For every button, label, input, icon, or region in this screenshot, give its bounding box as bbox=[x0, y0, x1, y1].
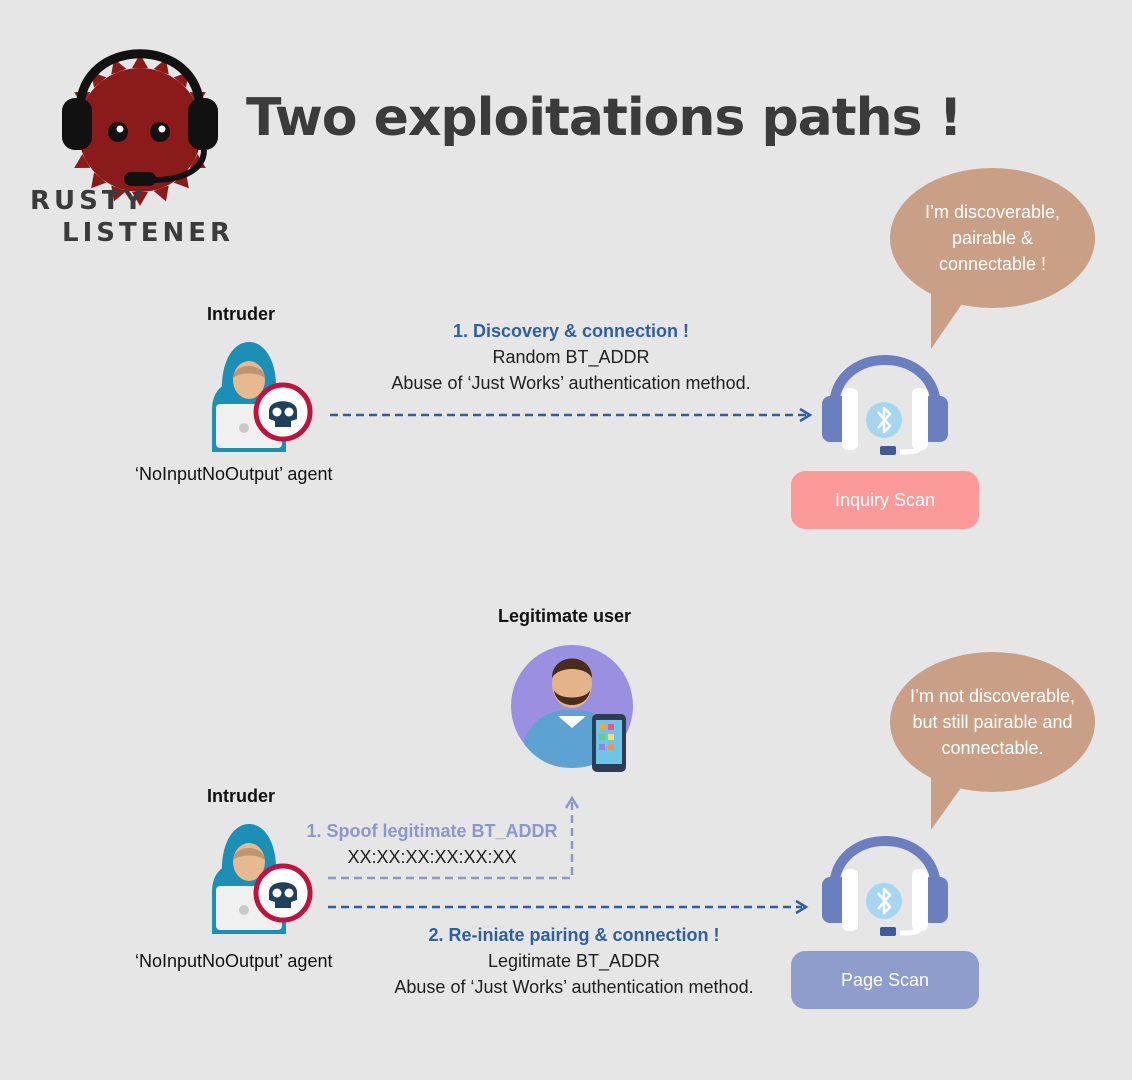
bubble-line: pairable & bbox=[951, 228, 1034, 248]
logo-text-line2: LISTENER bbox=[62, 218, 235, 248]
smartphone-icon bbox=[592, 714, 626, 772]
bubble-line: connectable ! bbox=[938, 254, 1047, 274]
skull-icon bbox=[253, 382, 313, 442]
page-title: Two exploitations paths ! bbox=[246, 88, 962, 148]
page-scan-badge: Page Scan bbox=[791, 951, 979, 1009]
logo-text-line1: RUSTY bbox=[30, 186, 147, 216]
arrow-discovery bbox=[330, 407, 813, 423]
speech-bubble-discoverable: I’m discoverable, pairable & connectable… bbox=[890, 168, 1095, 308]
arrow-spoof bbox=[328, 795, 580, 880]
user-avatar-icon bbox=[511, 645, 633, 772]
intruder-label: Intruder bbox=[207, 304, 276, 324]
arrow-repair bbox=[328, 899, 809, 915]
spoof-address: XX:XX:XX:XX:XX:XX bbox=[347, 847, 517, 867]
headset-icon bbox=[822, 355, 948, 455]
step2-title: 2. Re-iniate pairing & connection ! bbox=[428, 925, 720, 945]
step2-line1: Legitimate BT_ADDR bbox=[487, 951, 661, 971]
skull-icon bbox=[253, 863, 313, 923]
headset-icon bbox=[822, 836, 948, 936]
step2-line2: Abuse of ‘Just Works’ authentication met… bbox=[394, 977, 754, 997]
legitimate-user-label: Legitimate user bbox=[498, 606, 632, 626]
spoof-title: 1. Spoof legitimate BT_ADDR bbox=[306, 821, 558, 841]
speech-bubble-not-discoverable: I’m not discoverable, but still pairable… bbox=[890, 652, 1095, 792]
intruder-label: Intruder bbox=[207, 786, 276, 806]
bubble-line: I’m not discoverable, bbox=[909, 686, 1076, 706]
inquiry-scan-badge: Inquiry Scan bbox=[791, 471, 979, 529]
step1-title: 1. Discovery & connection ! bbox=[452, 321, 690, 341]
agent-label: ‘NoInputNoOutput’ agent bbox=[135, 464, 333, 484]
bubble-line: I’m discoverable, bbox=[924, 202, 1061, 222]
step1-line1: Random BT_ADDR bbox=[492, 347, 650, 367]
agent-label: ‘NoInputNoOutput’ agent bbox=[135, 951, 333, 971]
bubble-line: connectable. bbox=[941, 738, 1044, 758]
bubble-line: but still pairable and bbox=[912, 712, 1073, 732]
step1-line2: Abuse of ‘Just Works’ authentication met… bbox=[391, 373, 751, 393]
logo: RUSTY LISTENER bbox=[28, 40, 248, 255]
rusty-listener-logo bbox=[62, 49, 218, 206]
